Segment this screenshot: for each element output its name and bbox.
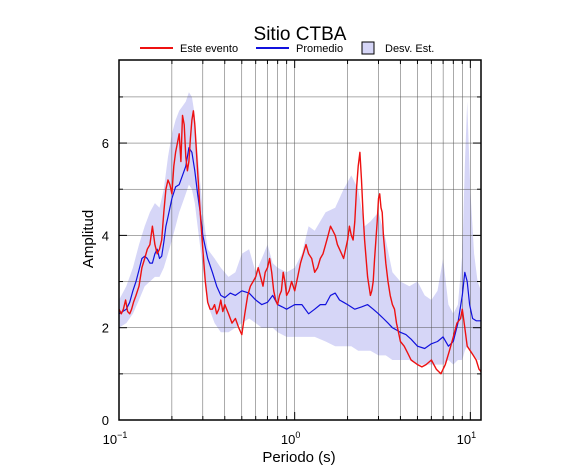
y-tick-label: 2 <box>102 321 109 336</box>
legend-label: Promedio <box>296 43 343 55</box>
legend-label: Desv. Est. <box>385 43 434 55</box>
legend-label: Este evento <box>180 43 238 55</box>
y-tick-label: 4 <box>102 228 109 243</box>
plot-frame <box>118 59 482 421</box>
legend-item-este-evento: Este evento <box>140 43 238 55</box>
y-axis-label: Amplitud <box>80 210 97 268</box>
x-tick-label: 101 <box>457 430 476 447</box>
x-tick-label: 10−1 <box>103 430 128 447</box>
x-axis-label: Periodo (s) <box>262 449 335 466</box>
std-dev-band <box>119 92 481 365</box>
series-line-promedio <box>118 147 481 350</box>
legend-swatch <box>361 41 375 55</box>
plot-area <box>118 60 482 420</box>
axes: 0 2 4 6 10−1 100 101 <box>102 59 482 447</box>
y-tick-label: 6 <box>102 136 109 151</box>
chart-title: Sitio CTBA <box>254 24 347 45</box>
legend-item-promedio: Promedio <box>256 43 343 55</box>
legend-item-desv-est: Desv. Est. <box>361 41 434 55</box>
y-tick-label: 0 <box>102 413 109 428</box>
legend: Este evento Promedio Desv. Est. <box>140 41 434 55</box>
series-line-este-evento <box>118 110 482 375</box>
x-tick-label: 100 <box>281 430 300 447</box>
